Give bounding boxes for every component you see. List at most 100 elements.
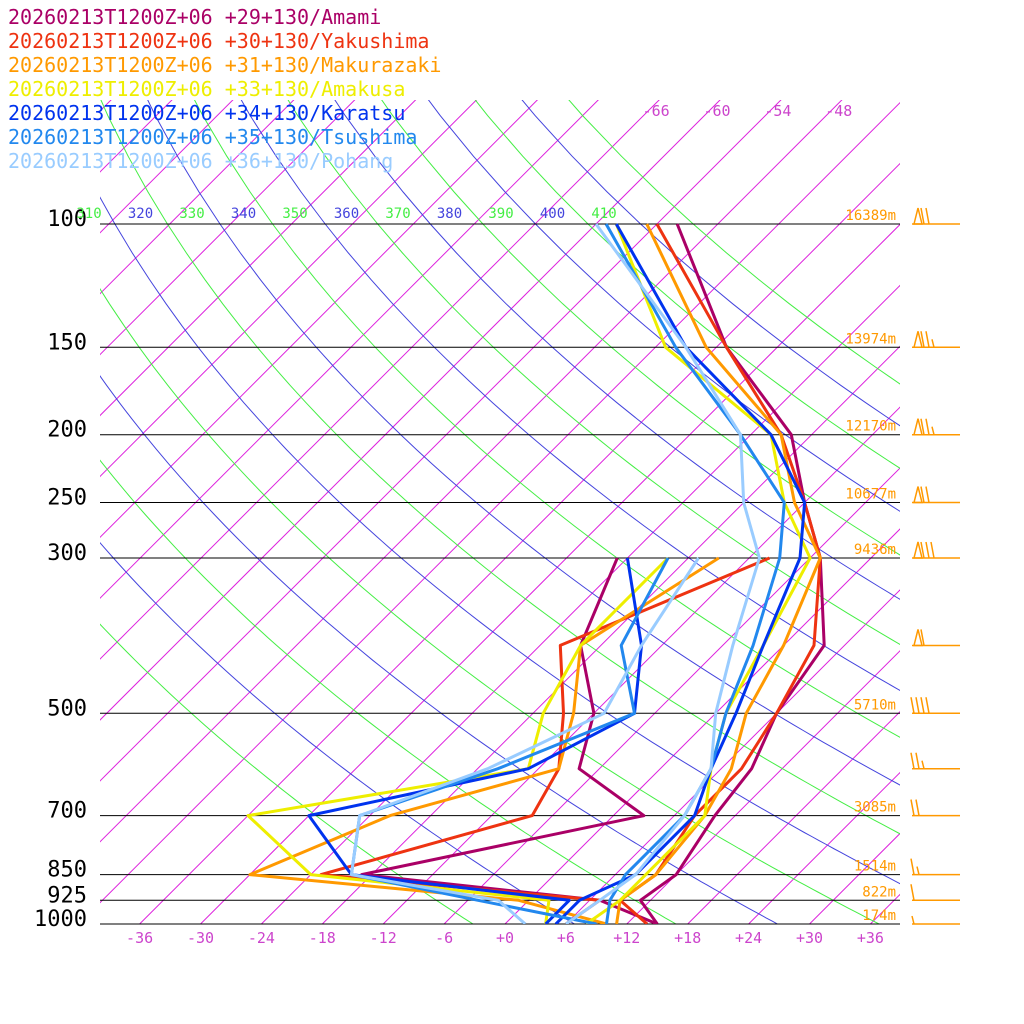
- legend-entry: 20260213T1200Z+06 +29+130/Amami: [8, 5, 381, 29]
- wind-barb-feather: [910, 884, 915, 901]
- wind-barb-half-feather: [931, 339, 935, 348]
- isotherm-line: [687, 710, 900, 924]
- wind-barb-pennant: [913, 541, 923, 559]
- height-label: 16389m: [845, 208, 896, 224]
- pressure-label: 500: [47, 696, 87, 721]
- dry-adiabat-line: [193, 100, 900, 738]
- dewpoint-line-6: [349, 557, 700, 924]
- isotherm-line: [748, 771, 900, 924]
- legend-entry: 20260213T1200Z+06 +30+130/Yakushima: [8, 29, 429, 53]
- x-tick-label: +30: [796, 929, 823, 947]
- wind-barb-feather: [915, 799, 920, 816]
- isotherm-line: [200, 223, 900, 924]
- theta-label: 390: [488, 206, 513, 222]
- wind-barb: [912, 541, 960, 559]
- theta-label: 410: [591, 206, 616, 222]
- wind-barb-feather: [925, 541, 930, 559]
- isotherm-line: [100, 100, 295, 295]
- theta-label: 360: [334, 206, 359, 222]
- wind-barb: [910, 752, 960, 770]
- dry-adiabat-line: [100, 459, 677, 924]
- wind-barb-feather: [930, 541, 935, 559]
- isotherm-line: [809, 832, 900, 924]
- wind-barb: [910, 884, 960, 902]
- sounding-series: [246, 223, 826, 924]
- legend-entry: 20260213T1200Z+06 +34+130/Karatsu: [8, 101, 405, 125]
- isotherm-line: [504, 528, 900, 924]
- isotherm-line: [443, 467, 900, 924]
- dry-adiabat-line: [287, 100, 900, 646]
- dry-adiabat-line: [521, 100, 900, 427]
- temperature-line-2: [615, 223, 822, 924]
- height-label: 9436m: [854, 542, 896, 558]
- theta-label: 340: [231, 206, 256, 222]
- isotherm-line: [0, 69, 20, 924]
- dewpoint-line-2: [248, 556, 720, 924]
- wind-barb-pennant: [913, 629, 923, 647]
- dry-adiabat-line: [147, 100, 900, 786]
- pressure-label: 850: [47, 858, 87, 883]
- dry-adiabat-line: [100, 623, 474, 924]
- dry-adiabat-line: [100, 375, 778, 924]
- wind-barb-feather: [915, 697, 920, 714]
- wind-barb-feather: [920, 331, 925, 348]
- wind-barb-feather: [925, 697, 930, 714]
- pressure-label: 100: [47, 207, 87, 232]
- x-tick-label: -24: [248, 929, 275, 947]
- dewpoint-line-5: [349, 557, 670, 924]
- pressure-label: 250: [47, 486, 87, 511]
- isotherm-line: [992, 69, 1024, 924]
- wind-barb: [910, 697, 960, 715]
- temperature-line-4: [554, 223, 807, 924]
- dry-adiabat-line: [100, 287, 880, 924]
- wind-barbs: [910, 207, 960, 925]
- isotherm-line: [100, 101, 900, 904]
- wind-barb-feather: [920, 697, 925, 714]
- wind-barb-feather: [925, 331, 930, 348]
- wind-barb-feather: [925, 207, 930, 225]
- wind-barb-feather: [920, 541, 925, 559]
- pressure-label: 925: [47, 883, 87, 908]
- isotherm-line: [139, 162, 900, 924]
- theta-label: 350: [282, 206, 307, 222]
- isotherm-line: [931, 69, 1024, 924]
- dry-adiabat-line: [100, 100, 900, 835]
- wind-barb-feather: [920, 629, 925, 646]
- x-tick-label: -36: [126, 929, 153, 947]
- theta-label: 330: [179, 206, 204, 222]
- pressure-label: 150: [47, 330, 87, 355]
- temperature-line-0: [638, 223, 826, 924]
- wind-barb: [911, 915, 960, 925]
- x-tick-label: -12: [370, 929, 397, 947]
- temperature-line-3: [585, 223, 812, 924]
- isotherm-line: [100, 100, 173, 173]
- dry-adiabat-line: [334, 100, 900, 600]
- x-tick-label: +18: [674, 929, 701, 947]
- isotherm-line: [100, 100, 356, 356]
- height-label: 5710m: [854, 697, 896, 713]
- isotherm-line: [100, 100, 843, 843]
- x-tick-label: +36: [857, 929, 884, 947]
- dry-adiabat-line: [427, 100, 900, 512]
- isotherm-line: [565, 589, 900, 924]
- upper-temp-label: -60: [703, 102, 730, 120]
- x-tick-label: +24: [735, 929, 762, 947]
- pressure-label: 200: [47, 418, 87, 443]
- x-tick-label: +12: [613, 929, 640, 947]
- dry-adiabat-line: [100, 196, 900, 885]
- theta-label: 380: [437, 206, 462, 222]
- height-label: 1514m: [854, 859, 896, 875]
- pressure-label: 1000: [34, 907, 87, 932]
- height-label: 3085m: [854, 800, 896, 816]
- temperature-line-6: [565, 223, 761, 924]
- wind-barb-pennant: [913, 486, 923, 504]
- isotherm-line: [626, 650, 900, 924]
- wind-barb-feather: [910, 799, 915, 816]
- isotherm-line: [100, 100, 782, 782]
- isotherm-line: [100, 100, 539, 539]
- wind-barb-half-feather: [931, 426, 935, 435]
- x-tick-label: +6: [557, 929, 575, 947]
- height-label: 12170m: [845, 419, 896, 435]
- wind-barb-feather: [910, 858, 915, 875]
- legend-entry: 20260213T1200Z+06 +33+130/Amakusa: [8, 77, 405, 101]
